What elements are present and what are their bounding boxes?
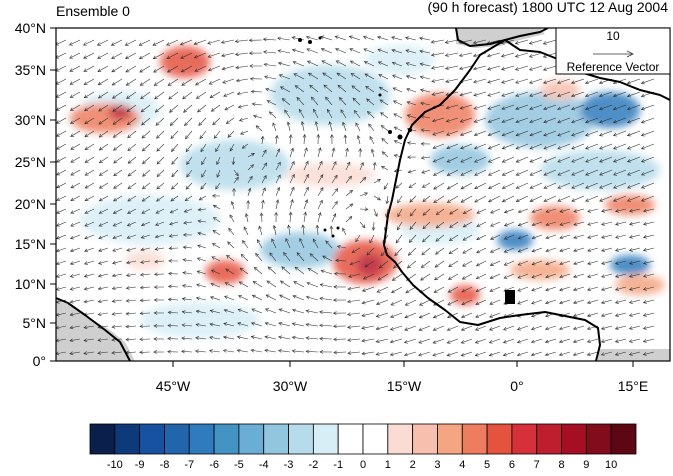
island-cape-verde <box>332 235 335 238</box>
colorbar-box <box>289 424 314 454</box>
neg-blob <box>180 140 290 190</box>
colorbar-box <box>115 424 140 454</box>
lon-tick-label: 30°W <box>273 378 308 394</box>
colorbar-box <box>239 424 264 454</box>
reference-vector-magnitude: 10 <box>606 29 620 43</box>
missing-area-africa-south <box>598 349 670 361</box>
colorbar-box <box>214 424 239 454</box>
colorbar-tick-label: 4 <box>459 459 465 471</box>
longitude-axis: 45°W 30°W 15°W 0° 15°E <box>156 361 648 394</box>
reference-vector-label: Reference Vector <box>567 60 660 74</box>
colorbar-tick-label: 10 <box>605 459 617 471</box>
colorbar-box <box>264 424 289 454</box>
colorbar-tick-label: 1 <box>385 459 391 471</box>
lon-tick-label: 45°W <box>156 378 191 394</box>
colorbar-box <box>164 424 189 454</box>
colorbar-tick-label: -6 <box>209 459 219 471</box>
lat-tick-label: 20°N <box>15 196 46 212</box>
lat-tick-label: 0° <box>33 353 46 369</box>
island-cape-verde <box>337 227 340 230</box>
island-canary <box>398 135 403 140</box>
colorbar-tick-label: -9 <box>135 459 145 471</box>
lat-tick-label: 15°N <box>15 236 46 252</box>
colorbar-tick-label: 6 <box>509 459 515 471</box>
colorbar-box <box>611 424 636 454</box>
colorbar-tick-label: -3 <box>284 459 294 471</box>
latitude-axis: 40°N 35°N 30°N 25°N 20°N 15°N 10°N 5°N 0° <box>15 20 56 369</box>
lon-tick-label: 15°W <box>387 378 422 394</box>
colorbar-tick-label: -8 <box>160 459 170 471</box>
pos-blob <box>540 80 580 100</box>
island-azores <box>298 38 302 42</box>
colorbar-tick-label: 5 <box>484 459 490 471</box>
colorbar-box <box>437 424 462 454</box>
colorbar-tick-label: -5 <box>234 459 244 471</box>
title-right: (90 h forecast) 1800 UTC 12 Aug 2004 <box>428 0 669 15</box>
colorbar-box <box>512 424 537 454</box>
lon-tick-label: 0° <box>510 378 523 394</box>
island-madeira <box>379 94 382 97</box>
colorbar-tick-label: -1 <box>333 459 343 471</box>
pos-blob <box>615 275 665 295</box>
colorbar-box <box>487 424 512 454</box>
neg-blob <box>365 45 435 75</box>
lat-tick-label: 40°N <box>15 20 46 36</box>
island-canary <box>388 130 392 134</box>
neg-blob <box>140 302 260 338</box>
island-cape-verde <box>324 229 327 232</box>
island-azores <box>308 40 312 44</box>
island-azores <box>319 37 322 40</box>
colorbar-tick-label: -7 <box>184 459 194 471</box>
pos-blob <box>125 250 165 270</box>
colorbar-tick-label: 7 <box>534 459 540 471</box>
colorbar-tick-label: 8 <box>558 459 564 471</box>
colorbar-box <box>189 424 214 454</box>
colorbar-tick-label: 9 <box>583 459 589 471</box>
neg-blob <box>540 150 660 190</box>
colorbar-box <box>413 424 438 454</box>
lat-tick-label: 35°N <box>15 62 46 78</box>
colorbar-box <box>586 424 611 454</box>
lake-volta <box>505 290 515 304</box>
reference-vector-legend: 10 Reference Vector <box>556 28 670 74</box>
lat-tick-label: 10°N <box>15 276 46 292</box>
pos-blob <box>205 260 245 284</box>
pos-blob <box>405 93 475 137</box>
lat-tick-label: 25°N <box>15 154 46 170</box>
colorbar-box <box>462 424 487 454</box>
colorbar-tick-label: -2 <box>308 459 318 471</box>
colorbar-tick-label: 2 <box>410 459 416 471</box>
neg-blob <box>610 255 650 275</box>
colorbar-box <box>562 424 587 454</box>
colorbar-box <box>363 424 388 454</box>
colorbar-tick-label: 0 <box>360 459 366 471</box>
colorbar-box <box>537 424 562 454</box>
lat-tick-label: 5°N <box>23 315 47 331</box>
pos-blob <box>356 253 384 277</box>
colorbar-box <box>313 424 338 454</box>
colorbar-tick-label: -10 <box>107 459 123 471</box>
pos-blob <box>605 195 655 215</box>
title-left: Ensemble 0 <box>56 3 130 19</box>
colorbar-tick-label: 3 <box>434 459 440 471</box>
colorbar-box <box>338 424 363 454</box>
colorbar-box <box>90 424 115 454</box>
island-canary <box>408 128 412 132</box>
neg-blob <box>580 92 640 128</box>
colorbar-box <box>140 424 165 454</box>
neg-blob <box>260 232 340 268</box>
pos-blob <box>160 46 210 78</box>
neg-blob <box>497 230 533 250</box>
lon-tick-label: 15°E <box>618 378 649 394</box>
neg-blob <box>430 145 490 175</box>
lat-tick-label: 30°N <box>15 112 46 128</box>
colorbar-box <box>388 424 413 454</box>
map-plot <box>56 28 670 361</box>
colorbar-tick-label: -4 <box>259 459 269 471</box>
